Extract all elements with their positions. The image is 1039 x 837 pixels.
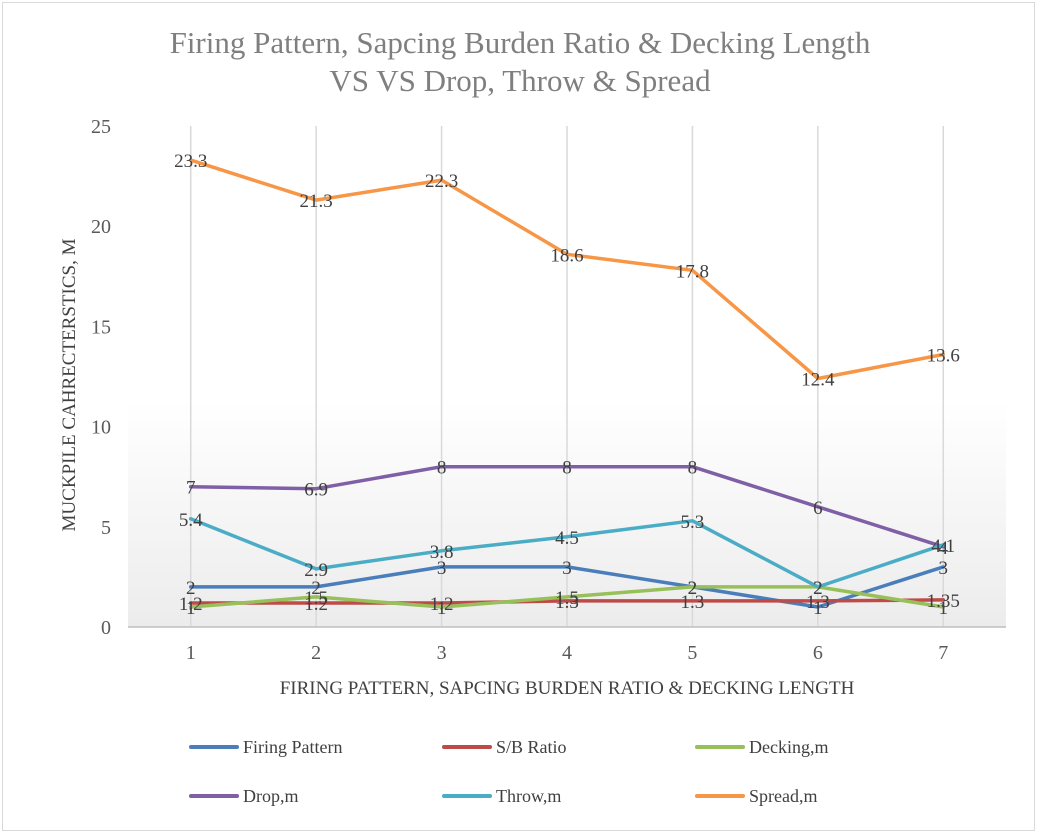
data-label: 8 xyxy=(437,458,447,479)
data-label: 17.8 xyxy=(676,261,709,282)
data-label: 6.9 xyxy=(304,480,328,501)
data-label: 3 xyxy=(939,558,949,579)
data-label: 22.3 xyxy=(425,171,458,192)
y-tick-label: 25 xyxy=(91,116,111,138)
x-tick-label: 7 xyxy=(938,642,948,664)
data-label: 5.4 xyxy=(179,510,203,531)
x-tick-label: 3 xyxy=(437,642,447,664)
y-tick-label: 20 xyxy=(91,216,111,238)
legend-label: Drop,m xyxy=(243,786,299,806)
legend-label: Throw,m xyxy=(496,786,561,806)
data-label: 3 xyxy=(562,558,572,579)
data-label: 2 xyxy=(688,578,698,599)
data-label: 7 xyxy=(186,478,196,499)
data-label: 1.3 xyxy=(806,592,830,613)
data-label: 1.2 xyxy=(304,594,328,615)
y-tick-label: 5 xyxy=(101,517,111,539)
data-label: 21.3 xyxy=(300,191,333,212)
data-label: 5.3 xyxy=(681,512,705,533)
data-label: 3 xyxy=(437,558,447,579)
series-line xyxy=(188,598,946,605)
data-label: 3.8 xyxy=(430,542,454,563)
data-label: 18.6 xyxy=(550,245,583,266)
legend-label: Spread,m xyxy=(749,786,817,806)
data-label: 2 xyxy=(311,578,321,599)
legend: Firing Pattern S/B Ratio Decking,m Drop,m Th… xyxy=(189,737,828,806)
line-chart: Firing Pattern, Sapcing Burden Ratio & D… xyxy=(59,25,1006,806)
y-tick-label: 0 xyxy=(101,617,111,639)
legend-label: Decking,m xyxy=(749,737,828,757)
data-label: 1.3 xyxy=(681,592,705,613)
legend-label: S/B Ratio xyxy=(496,737,567,757)
data-label: 2 xyxy=(813,578,823,599)
data-label: 12.4 xyxy=(801,370,835,391)
data-label: 1 xyxy=(186,598,196,619)
data-label: 1 xyxy=(939,598,949,619)
data-label: 23.3 xyxy=(174,151,207,172)
data-label: 1 xyxy=(813,598,823,619)
data-label: 2 xyxy=(186,578,196,599)
data-label: 4.5 xyxy=(555,528,579,549)
data-label: 1.5 xyxy=(555,588,579,609)
data-label: 4.1 xyxy=(931,536,955,557)
data-label: 13.6 xyxy=(927,345,960,366)
data-label: 2 xyxy=(813,578,823,599)
data-label: 8 xyxy=(562,458,572,479)
series-line xyxy=(188,565,946,609)
data-label: 1 xyxy=(437,598,447,619)
data-label: 1.2 xyxy=(430,594,454,615)
data-label: 6 xyxy=(813,498,823,519)
data-label: 2 xyxy=(688,578,698,599)
series-line xyxy=(188,464,946,549)
y-tick-label: 10 xyxy=(91,417,111,439)
x-tick-label: 6 xyxy=(813,642,823,664)
x-tick-label: 4 xyxy=(562,642,572,664)
data-label: 4 xyxy=(939,538,949,559)
chart-title-line1: Firing Pattern, Sapcing Burden Ratio & D… xyxy=(170,25,871,60)
data-label: 1.35 xyxy=(927,591,960,612)
data-label: 1.2 xyxy=(179,594,203,615)
x-axis-title: FIRING PATTERN, SAPCING BURDEN RATIO & D… xyxy=(280,678,855,699)
chart-title-line2: VS VS Drop, Throw & Spread xyxy=(329,63,711,98)
y-axis-title: MUCKPILE CAHRECTERSTICS, M xyxy=(59,238,80,531)
data-label: 1.5 xyxy=(304,588,328,609)
x-tick-label: 1 xyxy=(186,642,196,664)
x-tick-label: 5 xyxy=(687,642,697,664)
x-tick-label: 2 xyxy=(311,642,321,664)
legend-label: Firing Pattern xyxy=(243,737,343,757)
series-line xyxy=(188,517,946,589)
data-label: 2.9 xyxy=(304,560,328,581)
y-tick-label: 15 xyxy=(91,316,111,338)
series-line xyxy=(188,158,946,381)
data-label: 1.3 xyxy=(555,592,579,613)
data-label: 8 xyxy=(688,458,698,479)
